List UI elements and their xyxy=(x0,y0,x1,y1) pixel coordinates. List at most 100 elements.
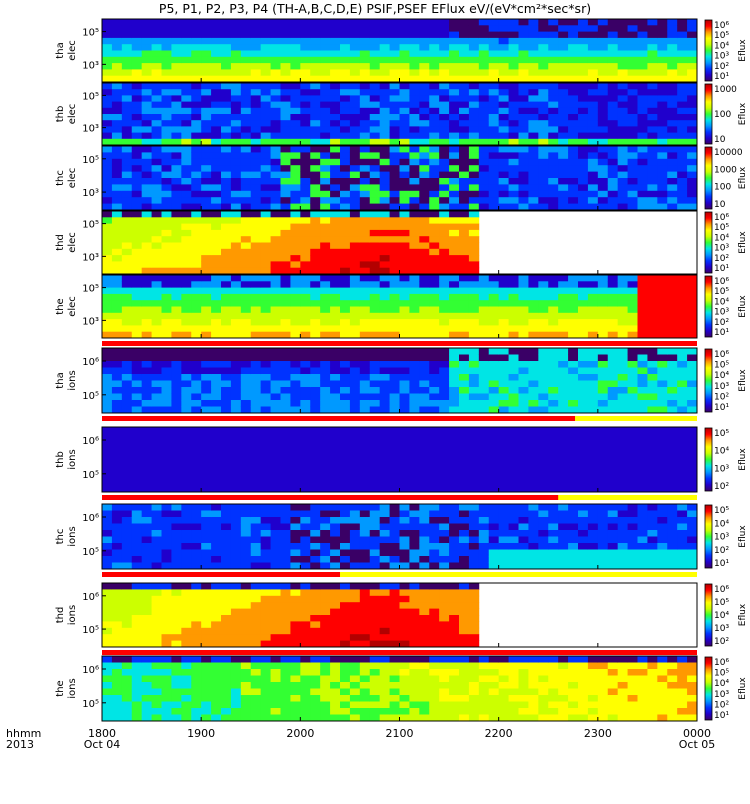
spectrogram-cell xyxy=(132,440,142,447)
spectrogram-cell xyxy=(152,114,162,121)
spectrogram-cell xyxy=(429,556,439,563)
spectrogram-cell xyxy=(538,517,548,524)
spectrogram-cell xyxy=(687,361,697,368)
spectrogram-cell xyxy=(588,407,598,414)
spectrogram-cell xyxy=(409,32,419,39)
spectrogram-cell xyxy=(191,596,201,603)
spectrogram-cell xyxy=(162,211,172,218)
spectrogram-cell xyxy=(687,300,697,307)
spectrogram-cell xyxy=(350,249,360,256)
spectrogram-cell xyxy=(271,313,281,320)
spectrogram-cell xyxy=(112,511,122,518)
spectrogram-cell xyxy=(340,368,350,375)
spectrogram-cell xyxy=(588,332,598,339)
spectrogram-cell xyxy=(638,504,648,511)
spectrogram-cell xyxy=(509,57,519,64)
spectrogram-cell xyxy=(628,114,638,121)
spectrogram-cell xyxy=(330,583,340,590)
spectrogram-cell xyxy=(122,348,132,355)
spectrogram-cell xyxy=(568,19,578,26)
spectrogram-cell xyxy=(489,126,499,133)
spectrogram-cell xyxy=(528,563,538,570)
spectrogram-cell xyxy=(290,83,300,90)
spectrogram-cell xyxy=(548,275,558,282)
spectrogram-cell xyxy=(677,550,687,557)
spectrogram-cell xyxy=(360,120,370,127)
spectrogram-cell xyxy=(142,211,152,218)
spectrogram-cell xyxy=(449,447,459,454)
spectrogram-cell xyxy=(687,504,697,511)
spectrogram-cell xyxy=(469,427,479,434)
spectrogram-cell xyxy=(241,224,251,231)
spectrogram-cell xyxy=(647,543,657,550)
spectrogram-cell xyxy=(310,447,320,454)
spectrogram-cell xyxy=(459,550,469,557)
spectrogram-cell xyxy=(152,374,162,381)
spectrogram-cell xyxy=(628,530,638,537)
spectrogram-cell xyxy=(528,184,538,191)
spectrogram-cell xyxy=(281,434,291,441)
spectrogram-cell xyxy=(618,556,628,563)
spectrogram-cell xyxy=(578,524,588,531)
spectrogram-cell xyxy=(647,530,657,537)
spectrogram-cell xyxy=(300,609,310,616)
spectrogram-cell xyxy=(538,197,548,204)
spectrogram-cell xyxy=(122,126,132,133)
spectrogram-cell xyxy=(191,332,201,339)
spectrogram-cell xyxy=(152,434,162,441)
spectrogram-cell xyxy=(171,368,181,375)
spectrogram-cell xyxy=(528,374,538,381)
spectrogram-cell xyxy=(370,447,380,454)
colorbar-tick-label: 10⁶ xyxy=(714,350,729,360)
spectrogram-cell xyxy=(152,511,162,518)
spectrogram-cell xyxy=(320,243,330,250)
spectrogram-cell xyxy=(281,447,291,454)
spectrogram-cell xyxy=(181,120,191,127)
spectrogram-cell xyxy=(320,609,330,616)
spectrogram-cell xyxy=(429,184,439,191)
spectrogram-cell xyxy=(449,460,459,467)
spectrogram-cell xyxy=(608,348,618,355)
spectrogram-cell xyxy=(528,407,538,414)
spectrogram-cell xyxy=(578,32,588,39)
spectrogram-cell xyxy=(409,355,419,362)
spectrogram-cell xyxy=(221,19,231,26)
spectrogram-cell xyxy=(439,361,449,368)
spectrogram-cell xyxy=(499,332,509,339)
spectrogram-cell xyxy=(588,281,598,288)
spectrogram-cell xyxy=(578,126,588,133)
spectrogram-cell xyxy=(370,83,380,90)
spectrogram-cell xyxy=(568,69,578,76)
spectrogram-cell xyxy=(261,261,271,268)
spectrogram-cell xyxy=(459,95,469,102)
spectrogram-cell xyxy=(499,466,509,473)
spectrogram-cell xyxy=(380,19,390,26)
spectrogram-cell xyxy=(618,563,628,570)
spectrogram-cell xyxy=(261,57,271,64)
spectrogram-cell xyxy=(181,407,191,414)
spectrogram-cell xyxy=(310,504,320,511)
spectrogram-cell xyxy=(281,332,291,339)
spectrogram-cell xyxy=(152,288,162,295)
spectrogram-cell xyxy=(479,25,489,32)
spectrogram-cell xyxy=(459,249,469,256)
spectrogram-cell xyxy=(171,217,181,224)
spectrogram-cell xyxy=(489,44,499,51)
spectrogram-cell xyxy=(290,609,300,616)
spectrogram-cell xyxy=(509,479,519,486)
spectrogram-cell xyxy=(608,307,618,314)
spectrogram-cell xyxy=(340,83,350,90)
spectrogram-cell xyxy=(330,197,340,204)
spectrogram-cell xyxy=(479,32,489,39)
spectrogram-cell xyxy=(191,83,201,90)
spectrogram-cell xyxy=(251,641,261,648)
spectrogram-cell xyxy=(162,427,172,434)
spectrogram-cell xyxy=(677,69,687,76)
spectrogram-cell xyxy=(568,44,578,51)
spectrogram-cell xyxy=(499,400,509,407)
spectrogram-cell xyxy=(102,361,112,368)
spectrogram-cell xyxy=(568,152,578,159)
spectrogram-cell xyxy=(499,319,509,326)
spectrogram-cell xyxy=(558,473,568,480)
